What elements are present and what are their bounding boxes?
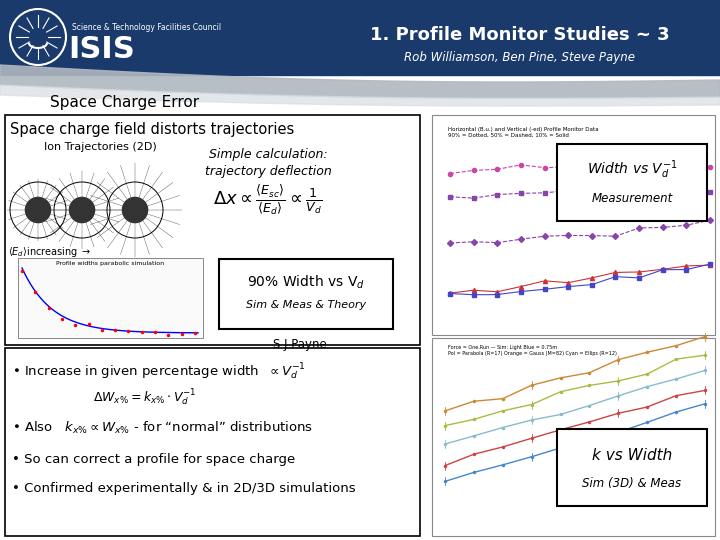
Text: Profile widths parabolic simulation: Profile widths parabolic simulation <box>56 261 164 266</box>
Text: k vs Width: k vs Width <box>592 448 672 462</box>
Text: Space charge field distorts trajectories: Space charge field distorts trajectories <box>10 122 294 137</box>
Text: Simple calculation:
trajectory deflection: Simple calculation: trajectory deflectio… <box>204 148 331 178</box>
FancyBboxPatch shape <box>557 144 707 221</box>
Text: • Confirmed experimentally & in 2D/3D simulations: • Confirmed experimentally & in 2D/3D si… <box>12 482 356 495</box>
Text: Measurement: Measurement <box>591 192 672 205</box>
Text: Rob Williamson, Ben Pine, Steve Payne: Rob Williamson, Ben Pine, Steve Payne <box>405 51 636 64</box>
Text: • Also   $k_{x\%} \propto W_{x\%}$ - for “normal” distributions: • Also $k_{x\%} \propto W_{x\%}$ - for “… <box>12 420 313 436</box>
Circle shape <box>122 198 148 222</box>
Text: 1. Profile Monitor Studies ~ 3: 1. Profile Monitor Studies ~ 3 <box>370 26 670 44</box>
Text: Sim & Meas & Theory: Sim & Meas & Theory <box>246 300 366 310</box>
Text: Science & Technology Facilities Council: Science & Technology Facilities Council <box>72 23 221 31</box>
Bar <box>432 115 715 335</box>
Bar <box>5 115 420 345</box>
Text: S J Payne: S J Payne <box>273 338 327 351</box>
FancyBboxPatch shape <box>557 429 707 506</box>
Text: Width vs $V_d^{-1}$: Width vs $V_d^{-1}$ <box>587 159 678 181</box>
Text: $\langle E_d\rangle$increasing $\rightarrow$: $\langle E_d\rangle$increasing $\rightar… <box>8 245 91 259</box>
Text: $\Delta W_{x\%} = k_{x\%} \cdot V_d^{-1}$: $\Delta W_{x\%} = k_{x\%} \cdot V_d^{-1}… <box>94 388 197 408</box>
Text: Space Charge Error: Space Charge Error <box>50 96 199 111</box>
Text: • So can correct a profile for space charge: • So can correct a profile for space cha… <box>12 453 295 466</box>
Text: Force = One.Run — Sim: Light Blue = 0.75m
Pol = Parabola (R=17) Orange = Gauss (: Force = One.Run — Sim: Light Blue = 0.75… <box>448 345 617 356</box>
Text: Horizontal (B.u.) and Vertical (-ed) Profile Monitor Data
90% = Dotted, 50% = Da: Horizontal (B.u.) and Vertical (-ed) Pro… <box>448 127 598 138</box>
Text: • Increase in given percentage width  $\propto V_d^{-1}$: • Increase in given percentage width $\p… <box>12 362 306 382</box>
FancyBboxPatch shape <box>219 259 393 329</box>
Text: ISIS: ISIS <box>68 36 135 64</box>
Text: Ion Trajectories (2D): Ion Trajectories (2D) <box>44 142 156 152</box>
Text: $\Delta x \propto \frac{\langle E_{sc}\rangle}{\langle E_d\rangle} \propto \frac: $\Delta x \propto \frac{\langle E_{sc}\r… <box>213 183 323 217</box>
Bar <box>432 338 715 536</box>
Bar <box>18 258 203 338</box>
Circle shape <box>69 198 94 222</box>
Bar <box>0 0 720 75</box>
Text: 90% Width vs V$_d$: 90% Width vs V$_d$ <box>247 273 365 291</box>
Bar <box>5 348 420 536</box>
Text: Sim (3D) & Meas: Sim (3D) & Meas <box>582 477 682 490</box>
Circle shape <box>25 198 50 222</box>
